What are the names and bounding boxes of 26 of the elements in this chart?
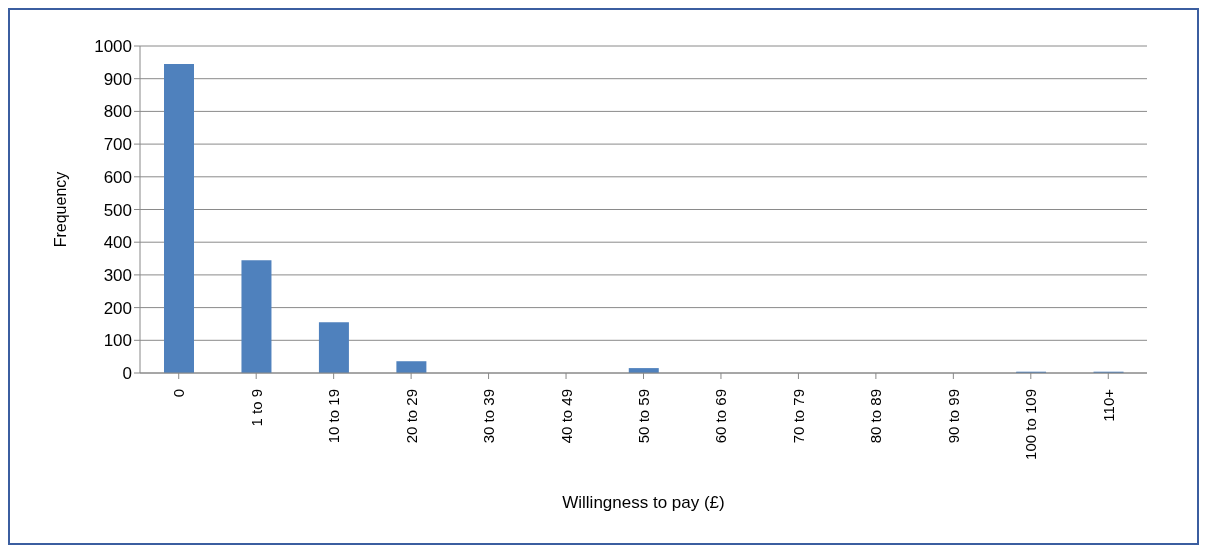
x-tick-label: 1 to 9 <box>247 389 265 427</box>
x-tick-label: 10 to 19 <box>325 389 343 444</box>
x-tick-label: 110+ <box>1099 388 1117 422</box>
y-tick-label: 800 <box>103 102 132 122</box>
x-tick-label: 0 <box>170 389 188 398</box>
x-tick-label: 50 to 59 <box>635 389 652 444</box>
x-tick-label: 60 to 69 <box>712 389 730 444</box>
y-tick-label: 600 <box>103 167 132 187</box>
y-axis-title: Frequency <box>51 171 69 248</box>
y-tick-label: 0 <box>122 364 132 384</box>
y-tick-label: 300 <box>103 265 132 285</box>
x-tick-label: 30 to 39 <box>480 389 498 444</box>
y-tick-label: 100 <box>103 331 132 351</box>
x-tick-label: 70 to 79 <box>789 389 807 444</box>
x-tick-label: 20 to 29 <box>402 389 420 444</box>
y-tick-label: 200 <box>103 298 132 318</box>
x-tick-label: 80 to 89 <box>867 389 885 444</box>
y-tick-label: 700 <box>103 135 132 155</box>
x-tick-label: 40 to 49 <box>557 389 575 444</box>
x-axis-title: Willingness to pay (£) <box>562 493 725 512</box>
y-tick-label: 400 <box>103 233 132 253</box>
x-tick-label: 100 to 109 <box>1022 389 1040 460</box>
y-tick-label: 500 <box>103 200 132 220</box>
y-tick-label: 1000 <box>94 37 132 57</box>
y-tick-label: 900 <box>103 69 132 89</box>
x-tick-label: 90 to 99 <box>944 389 962 444</box>
